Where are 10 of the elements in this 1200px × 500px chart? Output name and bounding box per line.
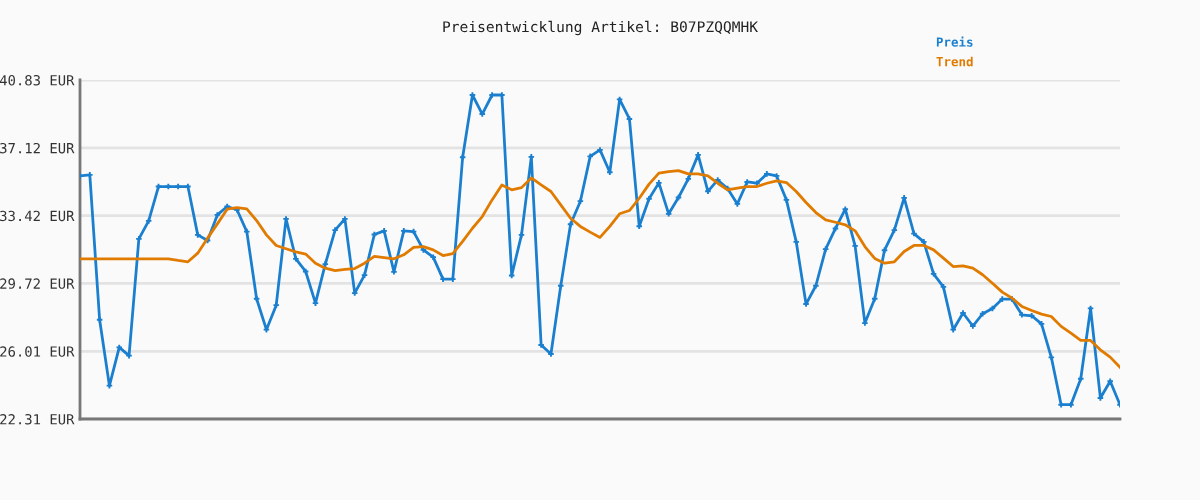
- y-tick-label: 22.31 EUR: [0, 414, 75, 425]
- chart-title: Preisentwicklung Artikel: B07PZQQMHK: [443, 20, 758, 36]
- y-tick-label: 37.12 EUR: [0, 142, 75, 154]
- y-tick-label: 26.01 EUR: [0, 346, 75, 357]
- line-series: [80, 169, 1120, 369]
- text: Trend: [936, 56, 973, 67]
- y-tick-label: 40.83 EUR: [0, 75, 75, 86]
- y-tick-label: 33.42 EUR: [0, 210, 75, 222]
- text: Preis: [936, 36, 973, 47]
- y-tick-label: 29.72 EUR: [0, 278, 75, 289]
